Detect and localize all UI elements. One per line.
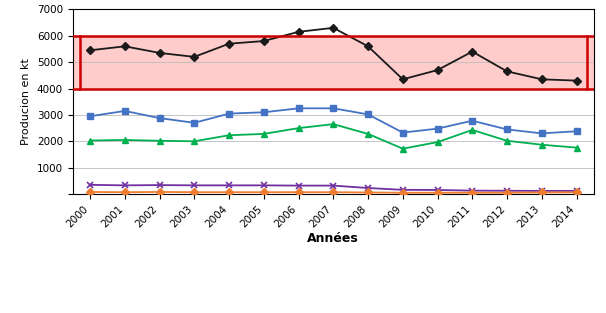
- Y-axis label: Producion en kt: Producion en kt: [21, 58, 32, 145]
- Bar: [73, 36, 594, 89]
- X-axis label: Années: Années: [307, 232, 359, 245]
